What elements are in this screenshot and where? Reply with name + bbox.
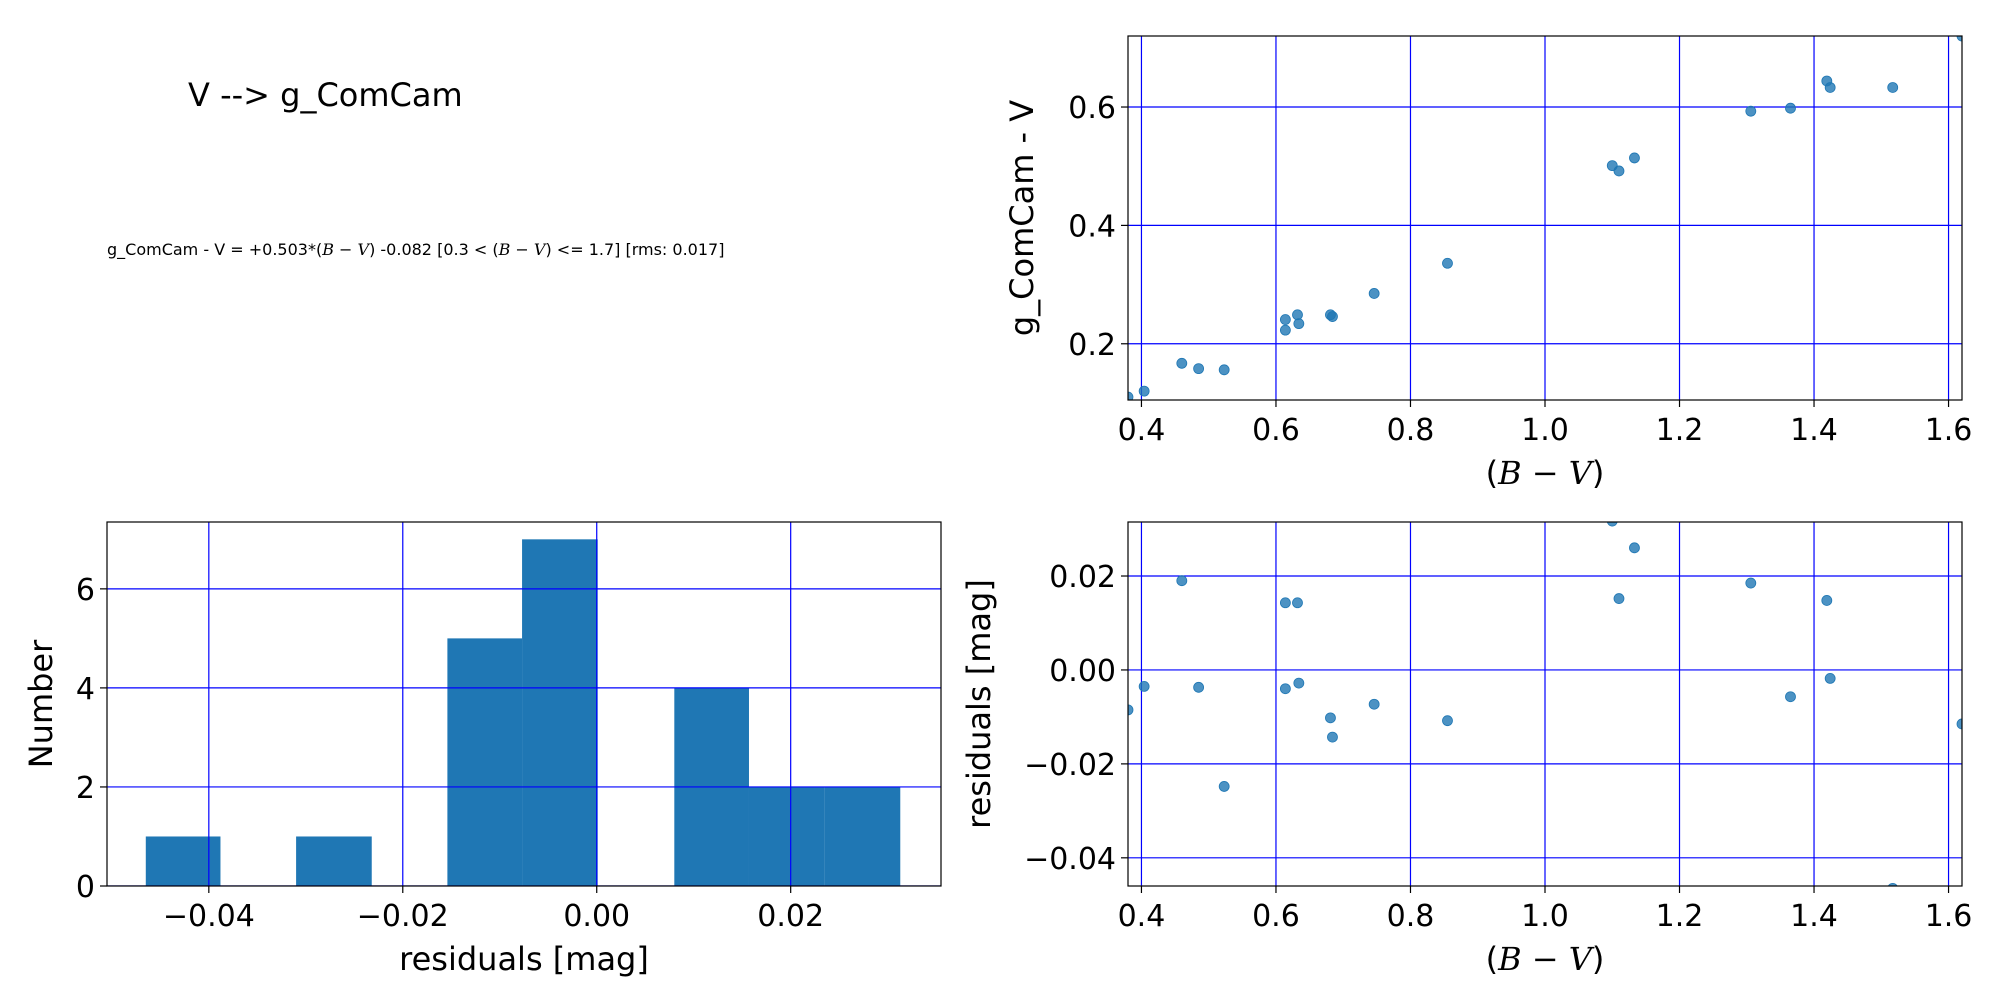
data-point-5 — [1279, 597, 1291, 609]
data-point-20 — [1887, 882, 1898, 886]
y-tick-label-1: 0.00 — [1049, 654, 1116, 689]
data-point-21 — [1956, 718, 1962, 730]
y-tick-label-1: 0.4 — [1068, 209, 1116, 244]
y-tick-label-2: 0.6 — [1068, 91, 1116, 126]
x-axis-label: (B − V) — [1486, 940, 1605, 978]
data-point-2 — [1176, 357, 1188, 369]
x-tick-label-0: −0.04 — [163, 899, 255, 934]
data-point-8 — [1293, 318, 1305, 330]
histogram-bar-8 — [748, 786, 825, 886]
equation-mid: ) -0.082 [0.3 < ( — [369, 240, 499, 259]
grid-lines — [1128, 522, 1962, 886]
data-point-11 — [1368, 698, 1380, 710]
y-tick-label-0: 0.02 — [1049, 560, 1116, 595]
x-tick-label-1: 0.6 — [1252, 899, 1300, 934]
data-point-1 — [1138, 680, 1150, 692]
x-tick-label-1: −0.02 — [357, 899, 449, 934]
equation-bv-2: B − V — [498, 240, 546, 259]
x-tick-label-3: 0.02 — [757, 899, 824, 934]
data-point-20 — [1887, 82, 1899, 93]
histogram-bar-2 — [296, 836, 372, 886]
data-point-18 — [1821, 595, 1833, 606]
x-tick-label-2: 0.00 — [563, 899, 630, 934]
x-tick-label-4: 1.2 — [1656, 413, 1704, 448]
x-tick-label-6: 1.6 — [1925, 413, 1973, 448]
y-tick-label-0: 0.2 — [1068, 328, 1116, 363]
histogram-bar-4 — [447, 638, 523, 886]
data-point-8 — [1293, 677, 1305, 689]
equation-prefix: g_ComCam - V = +0.503*( — [107, 240, 323, 259]
data-points — [1128, 36, 1962, 400]
data-point-15 — [1629, 152, 1640, 164]
data-point-17 — [1785, 102, 1796, 114]
data-point-2 — [1176, 575, 1188, 587]
data-point-4 — [1218, 781, 1230, 792]
data-point-0 — [1128, 391, 1134, 400]
y-tick-label-2: −0.02 — [1024, 748, 1116, 783]
data-point-3 — [1193, 681, 1205, 693]
data-point-12 — [1442, 715, 1453, 727]
y-axis-label: residuals [mag] — [960, 579, 998, 829]
data-point-10 — [1327, 731, 1338, 743]
data-point-19 — [1824, 673, 1836, 684]
x-tick-label-2: 0.8 — [1387, 413, 1435, 448]
x-axis-label: (B − V) — [1486, 454, 1605, 492]
x-tick-label-2: 0.8 — [1387, 899, 1435, 934]
y-tick-label-1: 2 — [76, 771, 95, 806]
data-point-6 — [1279, 324, 1291, 336]
data-point-12 — [1442, 257, 1453, 269]
equation-suffix: ) <= 1.7] [rms: 0.017] — [545, 240, 725, 259]
histogram-bar-9 — [824, 786, 901, 886]
axes-frame — [106, 521, 942, 887]
y-tick-label-2: 4 — [76, 672, 95, 707]
x-tick-label-5: 1.4 — [1790, 899, 1838, 934]
fit-equation: g_ComCam - V = +0.503*(B − V) -0.082 [0.… — [107, 240, 724, 259]
y-tick-label-0: 0 — [76, 870, 95, 905]
data-point-3 — [1193, 363, 1205, 375]
x-tick-label-0: 0.4 — [1118, 899, 1166, 934]
data-point-11 — [1368, 288, 1380, 299]
data-point-4 — [1218, 364, 1230, 376]
x-tick-label-3: 1.0 — [1521, 413, 1569, 448]
data-point-1 — [1138, 385, 1150, 397]
data-point-16 — [1745, 577, 1757, 589]
y-axis-label: g_ComCam - V — [1003, 100, 1041, 336]
x-tick-label-1: 0.6 — [1252, 413, 1300, 448]
data-point-6 — [1279, 683, 1291, 695]
figure-title: V --> g_ComCam — [188, 76, 463, 114]
data-point-5 — [1279, 314, 1291, 325]
y-tick-label-3: 6 — [76, 573, 95, 608]
y-axis-label: Number — [22, 639, 60, 768]
x-tick-label-4: 1.2 — [1656, 899, 1704, 934]
data-point-10 — [1327, 311, 1338, 322]
data-point-14 — [1613, 165, 1625, 177]
x-tick-label-3: 1.0 — [1521, 899, 1569, 934]
equation-bv-1: B − V — [322, 240, 370, 259]
data-point-21 — [1956, 36, 1962, 42]
histogram-bar-0 — [145, 836, 221, 886]
grid-lines — [107, 522, 941, 886]
grid-lines — [1128, 36, 1962, 400]
data-point-7 — [1292, 309, 1303, 321]
data-point-9 — [1325, 712, 1336, 724]
color-relation-panel: 0.4 0.6 0.8 1.0 1.2 1.4 1.6 0.2 0.4 0.6 (B − V) g_C… — [1003, 35, 1973, 492]
data-point-17 — [1785, 691, 1796, 703]
data-point-7 — [1292, 597, 1303, 609]
x-tick-label-6: 1.6 — [1925, 899, 1973, 934]
x-tick-label-5: 1.4 — [1790, 413, 1838, 448]
y-tick-label-3: −0.04 — [1024, 842, 1116, 877]
histogram-bar-5 — [522, 539, 598, 886]
x-axis-label: residuals [mag] — [399, 940, 649, 978]
data-point-15 — [1629, 542, 1640, 554]
data-points — [1128, 522, 1962, 886]
data-point-0 — [1128, 704, 1134, 716]
residuals-vs-color-panel: 0.4 0.6 0.8 1.0 1.2 1.4 1.6 0.02 0.00 −0.02 −0.04 (… — [960, 521, 1973, 978]
x-tick-label-0: 0.4 — [1118, 413, 1166, 448]
data-point-13 — [1606, 522, 1618, 527]
data-point-16 — [1745, 105, 1757, 117]
data-point-14 — [1613, 593, 1625, 604]
data-point-19 — [1824, 82, 1836, 93]
residual-histogram-panel: −0.04 −0.02 0.00 0.02 0 2 4 6 residuals [mag] Num… — [22, 521, 942, 978]
